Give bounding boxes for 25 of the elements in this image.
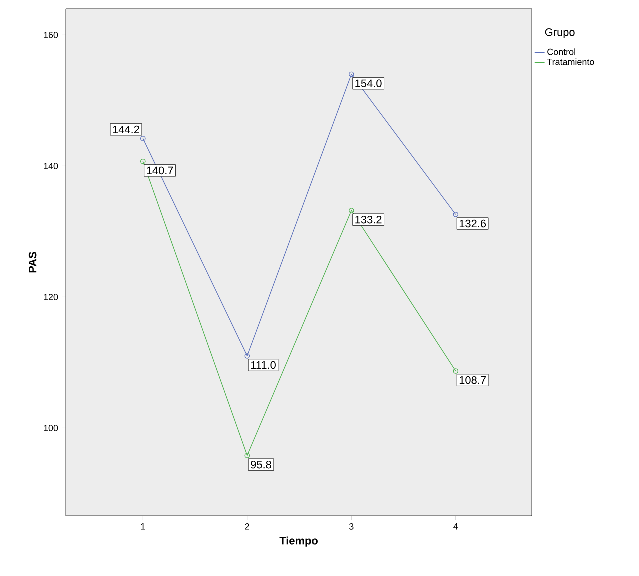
data-label: 108.7: [460, 376, 486, 384]
x-tick-label: 2: [245, 524, 250, 530]
legend-label: Control: [548, 48, 576, 56]
data-label: 111.0: [251, 361, 276, 370]
data-label: 95.8: [251, 460, 272, 469]
x-tick-label: 1: [141, 524, 146, 530]
point: [244, 453, 250, 458]
x-tick-label: 3: [350, 524, 354, 530]
point: [349, 72, 354, 78]
y-axis-title: PAS: [28, 252, 37, 273]
y-tick-label: 100: [44, 425, 58, 432]
point: [244, 354, 250, 359]
y-tick-label: 160: [44, 32, 58, 38]
data-label: 132.6: [460, 220, 486, 228]
x-axis-title: Tiempo: [280, 536, 318, 547]
legend-title: Grupo: [545, 28, 575, 38]
data-label: 144.2: [113, 126, 140, 134]
data-label: 133.2: [356, 216, 382, 224]
data-label: 140.7: [147, 166, 174, 175]
y-tick-label: 140: [44, 163, 58, 170]
y-tick-label: 120: [44, 294, 58, 300]
legend-label: Tratamiento: [547, 58, 594, 66]
x-tick-label: 4: [454, 524, 458, 530]
data-label: 154.0: [356, 80, 382, 88]
point: [349, 208, 354, 214]
